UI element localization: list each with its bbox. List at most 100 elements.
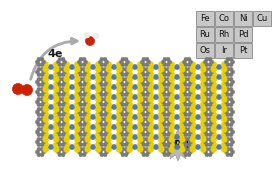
Circle shape <box>166 67 170 71</box>
Circle shape <box>79 117 83 121</box>
Circle shape <box>190 146 196 153</box>
Circle shape <box>179 112 185 118</box>
Circle shape <box>90 104 96 110</box>
Circle shape <box>169 136 175 143</box>
Circle shape <box>226 73 230 77</box>
Circle shape <box>174 144 179 150</box>
Circle shape <box>82 127 86 131</box>
Circle shape <box>216 104 222 110</box>
Circle shape <box>77 140 81 144</box>
Circle shape <box>74 87 80 92</box>
Circle shape <box>148 142 154 147</box>
Circle shape <box>43 91 49 98</box>
Circle shape <box>85 132 91 138</box>
Circle shape <box>161 60 165 64</box>
Circle shape <box>103 137 107 141</box>
Circle shape <box>74 136 80 143</box>
Circle shape <box>205 103 209 107</box>
Circle shape <box>37 117 41 121</box>
Circle shape <box>61 143 65 147</box>
Circle shape <box>208 67 212 71</box>
Circle shape <box>84 130 88 134</box>
Circle shape <box>210 60 214 64</box>
Circle shape <box>74 67 80 73</box>
Circle shape <box>158 122 164 128</box>
Circle shape <box>106 146 112 153</box>
Circle shape <box>145 137 149 141</box>
Circle shape <box>58 77 62 81</box>
Text: Ru: Ru <box>199 30 210 39</box>
Circle shape <box>179 122 185 128</box>
Circle shape <box>112 104 117 110</box>
Circle shape <box>103 77 107 81</box>
Circle shape <box>226 93 230 97</box>
Circle shape <box>84 80 88 84</box>
Circle shape <box>169 106 175 112</box>
Circle shape <box>116 112 122 118</box>
Circle shape <box>35 140 39 144</box>
Circle shape <box>98 60 102 64</box>
Circle shape <box>216 64 222 70</box>
Circle shape <box>182 70 186 74</box>
Circle shape <box>37 97 41 101</box>
Circle shape <box>195 124 201 130</box>
Circle shape <box>195 134 201 140</box>
Circle shape <box>142 143 146 147</box>
Circle shape <box>211 101 217 108</box>
Circle shape <box>64 97 70 102</box>
Circle shape <box>132 134 138 140</box>
Circle shape <box>184 143 188 147</box>
Circle shape <box>105 90 109 94</box>
Circle shape <box>168 60 172 64</box>
Circle shape <box>182 150 186 154</box>
Circle shape <box>147 150 151 154</box>
Circle shape <box>90 134 96 140</box>
Circle shape <box>226 67 230 71</box>
Text: Pt: Pt <box>239 46 247 55</box>
Circle shape <box>158 71 164 77</box>
Circle shape <box>58 133 62 137</box>
Circle shape <box>145 153 149 157</box>
Circle shape <box>105 60 109 64</box>
Circle shape <box>140 140 144 144</box>
Circle shape <box>140 70 144 74</box>
Circle shape <box>95 112 101 118</box>
Circle shape <box>179 136 185 143</box>
Circle shape <box>64 87 70 92</box>
Circle shape <box>137 142 143 147</box>
Circle shape <box>179 87 185 92</box>
Circle shape <box>169 101 175 108</box>
Circle shape <box>163 107 167 111</box>
Circle shape <box>161 120 165 124</box>
Circle shape <box>79 137 83 141</box>
Circle shape <box>208 123 212 127</box>
Circle shape <box>187 57 191 61</box>
Circle shape <box>61 133 65 137</box>
Circle shape <box>95 136 101 143</box>
Circle shape <box>187 103 191 107</box>
Circle shape <box>205 73 209 77</box>
Circle shape <box>168 100 172 104</box>
Circle shape <box>200 71 206 77</box>
Circle shape <box>90 74 96 80</box>
Circle shape <box>200 146 206 153</box>
Circle shape <box>179 67 185 73</box>
Circle shape <box>224 130 228 134</box>
Circle shape <box>37 73 41 77</box>
Circle shape <box>158 116 164 122</box>
Circle shape <box>161 150 165 154</box>
Circle shape <box>229 67 233 71</box>
Circle shape <box>85 126 91 132</box>
Circle shape <box>200 97 206 102</box>
Circle shape <box>95 97 101 102</box>
Circle shape <box>61 93 65 97</box>
Circle shape <box>145 107 149 111</box>
Circle shape <box>229 153 233 157</box>
Circle shape <box>137 97 143 102</box>
Circle shape <box>82 153 86 157</box>
Circle shape <box>210 70 214 74</box>
Circle shape <box>161 130 165 134</box>
Circle shape <box>116 91 122 98</box>
Circle shape <box>84 90 88 94</box>
Circle shape <box>148 67 154 73</box>
